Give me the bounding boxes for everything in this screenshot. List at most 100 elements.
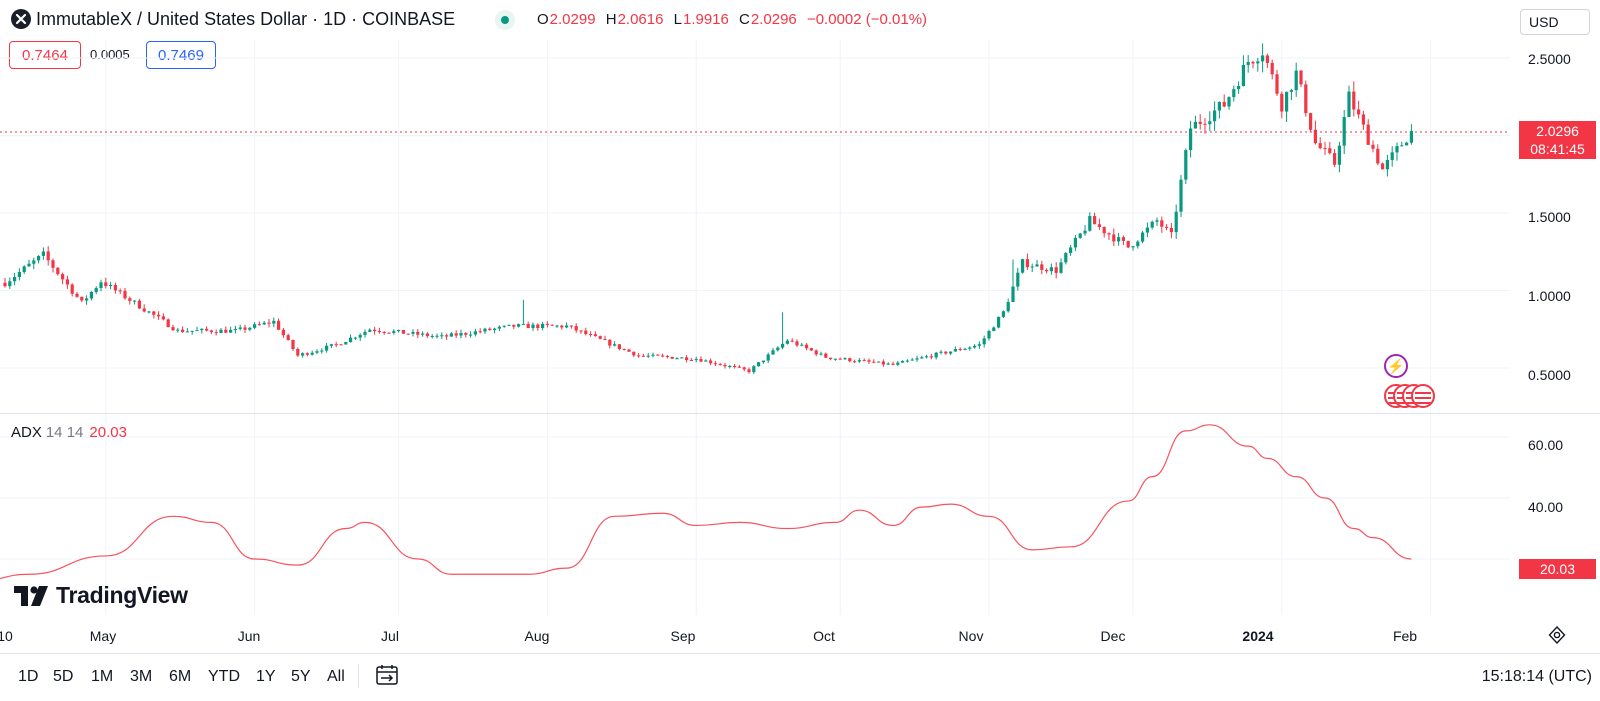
candle-body (853, 361, 857, 363)
candle-body (1126, 240, 1130, 248)
candle-body (733, 366, 737, 368)
candle-body (152, 311, 156, 315)
candle-body (656, 354, 660, 356)
range-button-3m[interactable]: 3M (130, 668, 153, 685)
candle-body (488, 328, 492, 331)
candle-body (632, 351, 636, 356)
candle-body (1045, 269, 1049, 272)
pane-divider[interactable] (0, 413, 1600, 414)
candle-body (243, 327, 247, 330)
candle-body (1251, 62, 1255, 64)
candle-body (161, 316, 165, 320)
candle-body (411, 331, 415, 334)
candle-body (589, 333, 593, 335)
candle-body (421, 333, 425, 335)
range-button-5y[interactable]: 5Y (291, 668, 311, 685)
candle-body (286, 335, 290, 341)
range-button-5d[interactable]: 5D (53, 668, 74, 685)
candle-body (886, 363, 890, 365)
candle-body (416, 331, 420, 335)
candle-body (795, 341, 799, 346)
open-key: O (537, 11, 549, 28)
candle-body (541, 323, 545, 329)
candle-body (272, 320, 276, 324)
candle-body (1265, 55, 1269, 63)
candle-body (89, 291, 93, 299)
candle-body (1256, 61, 1260, 64)
candle-body (464, 332, 468, 335)
candle-body (603, 338, 607, 340)
candle-body (560, 325, 564, 328)
currency-selector[interactable]: USD (1520, 9, 1590, 35)
candle-body (445, 335, 449, 337)
buy-price-button[interactable]: 0.7469 (146, 41, 216, 69)
candle-body (728, 366, 732, 368)
candle-body (248, 327, 252, 330)
candle-body (1385, 159, 1389, 170)
candle-body (310, 352, 314, 355)
range-button-1y[interactable]: 1Y (256, 668, 276, 685)
market-status-dot-icon[interactable] (495, 10, 515, 30)
candle-body (171, 327, 175, 331)
date-range-icon[interactable] (375, 663, 399, 692)
candle-body (1165, 226, 1169, 228)
candle-body (75, 293, 79, 297)
candle-body (229, 329, 233, 333)
time-axis-label: Feb (1392, 628, 1418, 644)
candle-body (1275, 74, 1279, 94)
low-key: L (673, 11, 682, 28)
candle-body (545, 323, 549, 325)
candle-body (824, 353, 828, 358)
candle-body (51, 260, 55, 268)
adx-legend[interactable]: ADX 14 14 20.03 (11, 424, 127, 441)
candle-body (1390, 152, 1394, 160)
candle-body (1203, 123, 1207, 125)
sell-price-button[interactable]: 0.7464 (9, 41, 81, 69)
range-button-1d[interactable]: 1D (18, 668, 39, 685)
candle-body (349, 337, 353, 343)
candle-body (757, 362, 761, 367)
candle-body (449, 333, 453, 337)
candle-body (1189, 128, 1193, 151)
candle-body (176, 329, 180, 331)
candle-body (1400, 145, 1404, 147)
tradingview-logo[interactable]: TradingView (14, 582, 188, 609)
candle-body (1049, 267, 1053, 272)
candle-body (219, 329, 223, 333)
settings-icon[interactable] (1548, 625, 1566, 649)
range-button-1m[interactable]: 1M (91, 668, 114, 685)
candle-body (1328, 148, 1332, 154)
candle-body (257, 324, 261, 326)
candle-body (1011, 286, 1015, 302)
tradingview-logo-icon (14, 585, 48, 606)
candle-body (742, 367, 746, 370)
us-flag-event-icon[interactable] (1411, 384, 1435, 408)
candle-body (1237, 85, 1241, 90)
candle-body (651, 354, 655, 356)
candle-body (569, 325, 573, 327)
lightning-event-icon[interactable]: ⚡ (1384, 354, 1408, 378)
symbol-title[interactable]: ImmutableX / United States Dollar · 1D ·… (36, 9, 456, 29)
utc-clock[interactable]: 15:18:14 (UTC) (1481, 668, 1592, 685)
candle-body (344, 342, 348, 345)
low-value: 1.9916 (682, 11, 729, 28)
candle-body (1006, 301, 1010, 312)
immutablex-logo-icon (11, 9, 31, 29)
candle-body (1155, 220, 1159, 222)
candle-body (339, 344, 343, 346)
candle-body (325, 345, 329, 351)
range-button-6m[interactable]: 6M (169, 668, 192, 685)
candle-body (997, 316, 1001, 328)
candle-body (718, 364, 722, 366)
chart-canvas[interactable] (0, 40, 1510, 615)
candle-body (934, 352, 938, 358)
range-button-all[interactable]: All (327, 668, 345, 685)
range-button-ytd[interactable]: YTD (208, 668, 240, 685)
time-axis-label: Aug (524, 628, 550, 644)
candle-body (1294, 70, 1298, 91)
candle-body (238, 327, 242, 329)
candle-body (622, 348, 626, 350)
candle-body (987, 331, 991, 339)
candle-body (27, 263, 31, 267)
candle-body (685, 357, 689, 361)
